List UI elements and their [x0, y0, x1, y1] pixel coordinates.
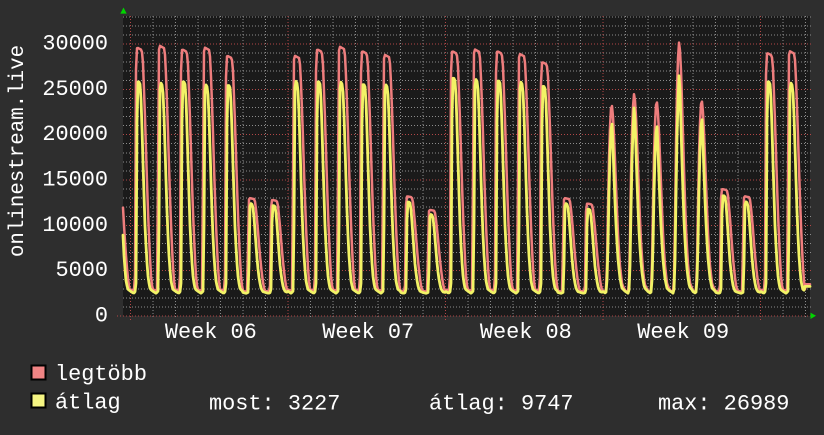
- svg-text:legtöbb: legtöbb: [55, 362, 147, 387]
- svg-text:0: 0: [95, 304, 108, 329]
- svg-text:átlag: átlag: [55, 391, 121, 416]
- svg-text:Week 08: Week 08: [480, 320, 572, 345]
- svg-text:15000: 15000: [42, 168, 108, 193]
- svg-text:30000: 30000: [42, 32, 108, 57]
- svg-text:5000: 5000: [55, 258, 108, 283]
- svg-text:Week 09: Week 09: [637, 320, 729, 345]
- svg-text:átlag: 9747: átlag: 9747: [429, 392, 574, 417]
- svg-text:onlinestream.live: onlinestream.live: [7, 45, 30, 257]
- svg-text:25000: 25000: [42, 77, 108, 102]
- svg-text:10000: 10000: [42, 213, 108, 238]
- svg-text:max: 26989: max: 26989: [658, 392, 789, 417]
- svg-text:20000: 20000: [42, 122, 108, 147]
- svg-text:most: 3227: most: 3227: [209, 392, 340, 417]
- svg-text:Week 06: Week 06: [165, 320, 257, 345]
- svg-text:Week 07: Week 07: [322, 320, 414, 345]
